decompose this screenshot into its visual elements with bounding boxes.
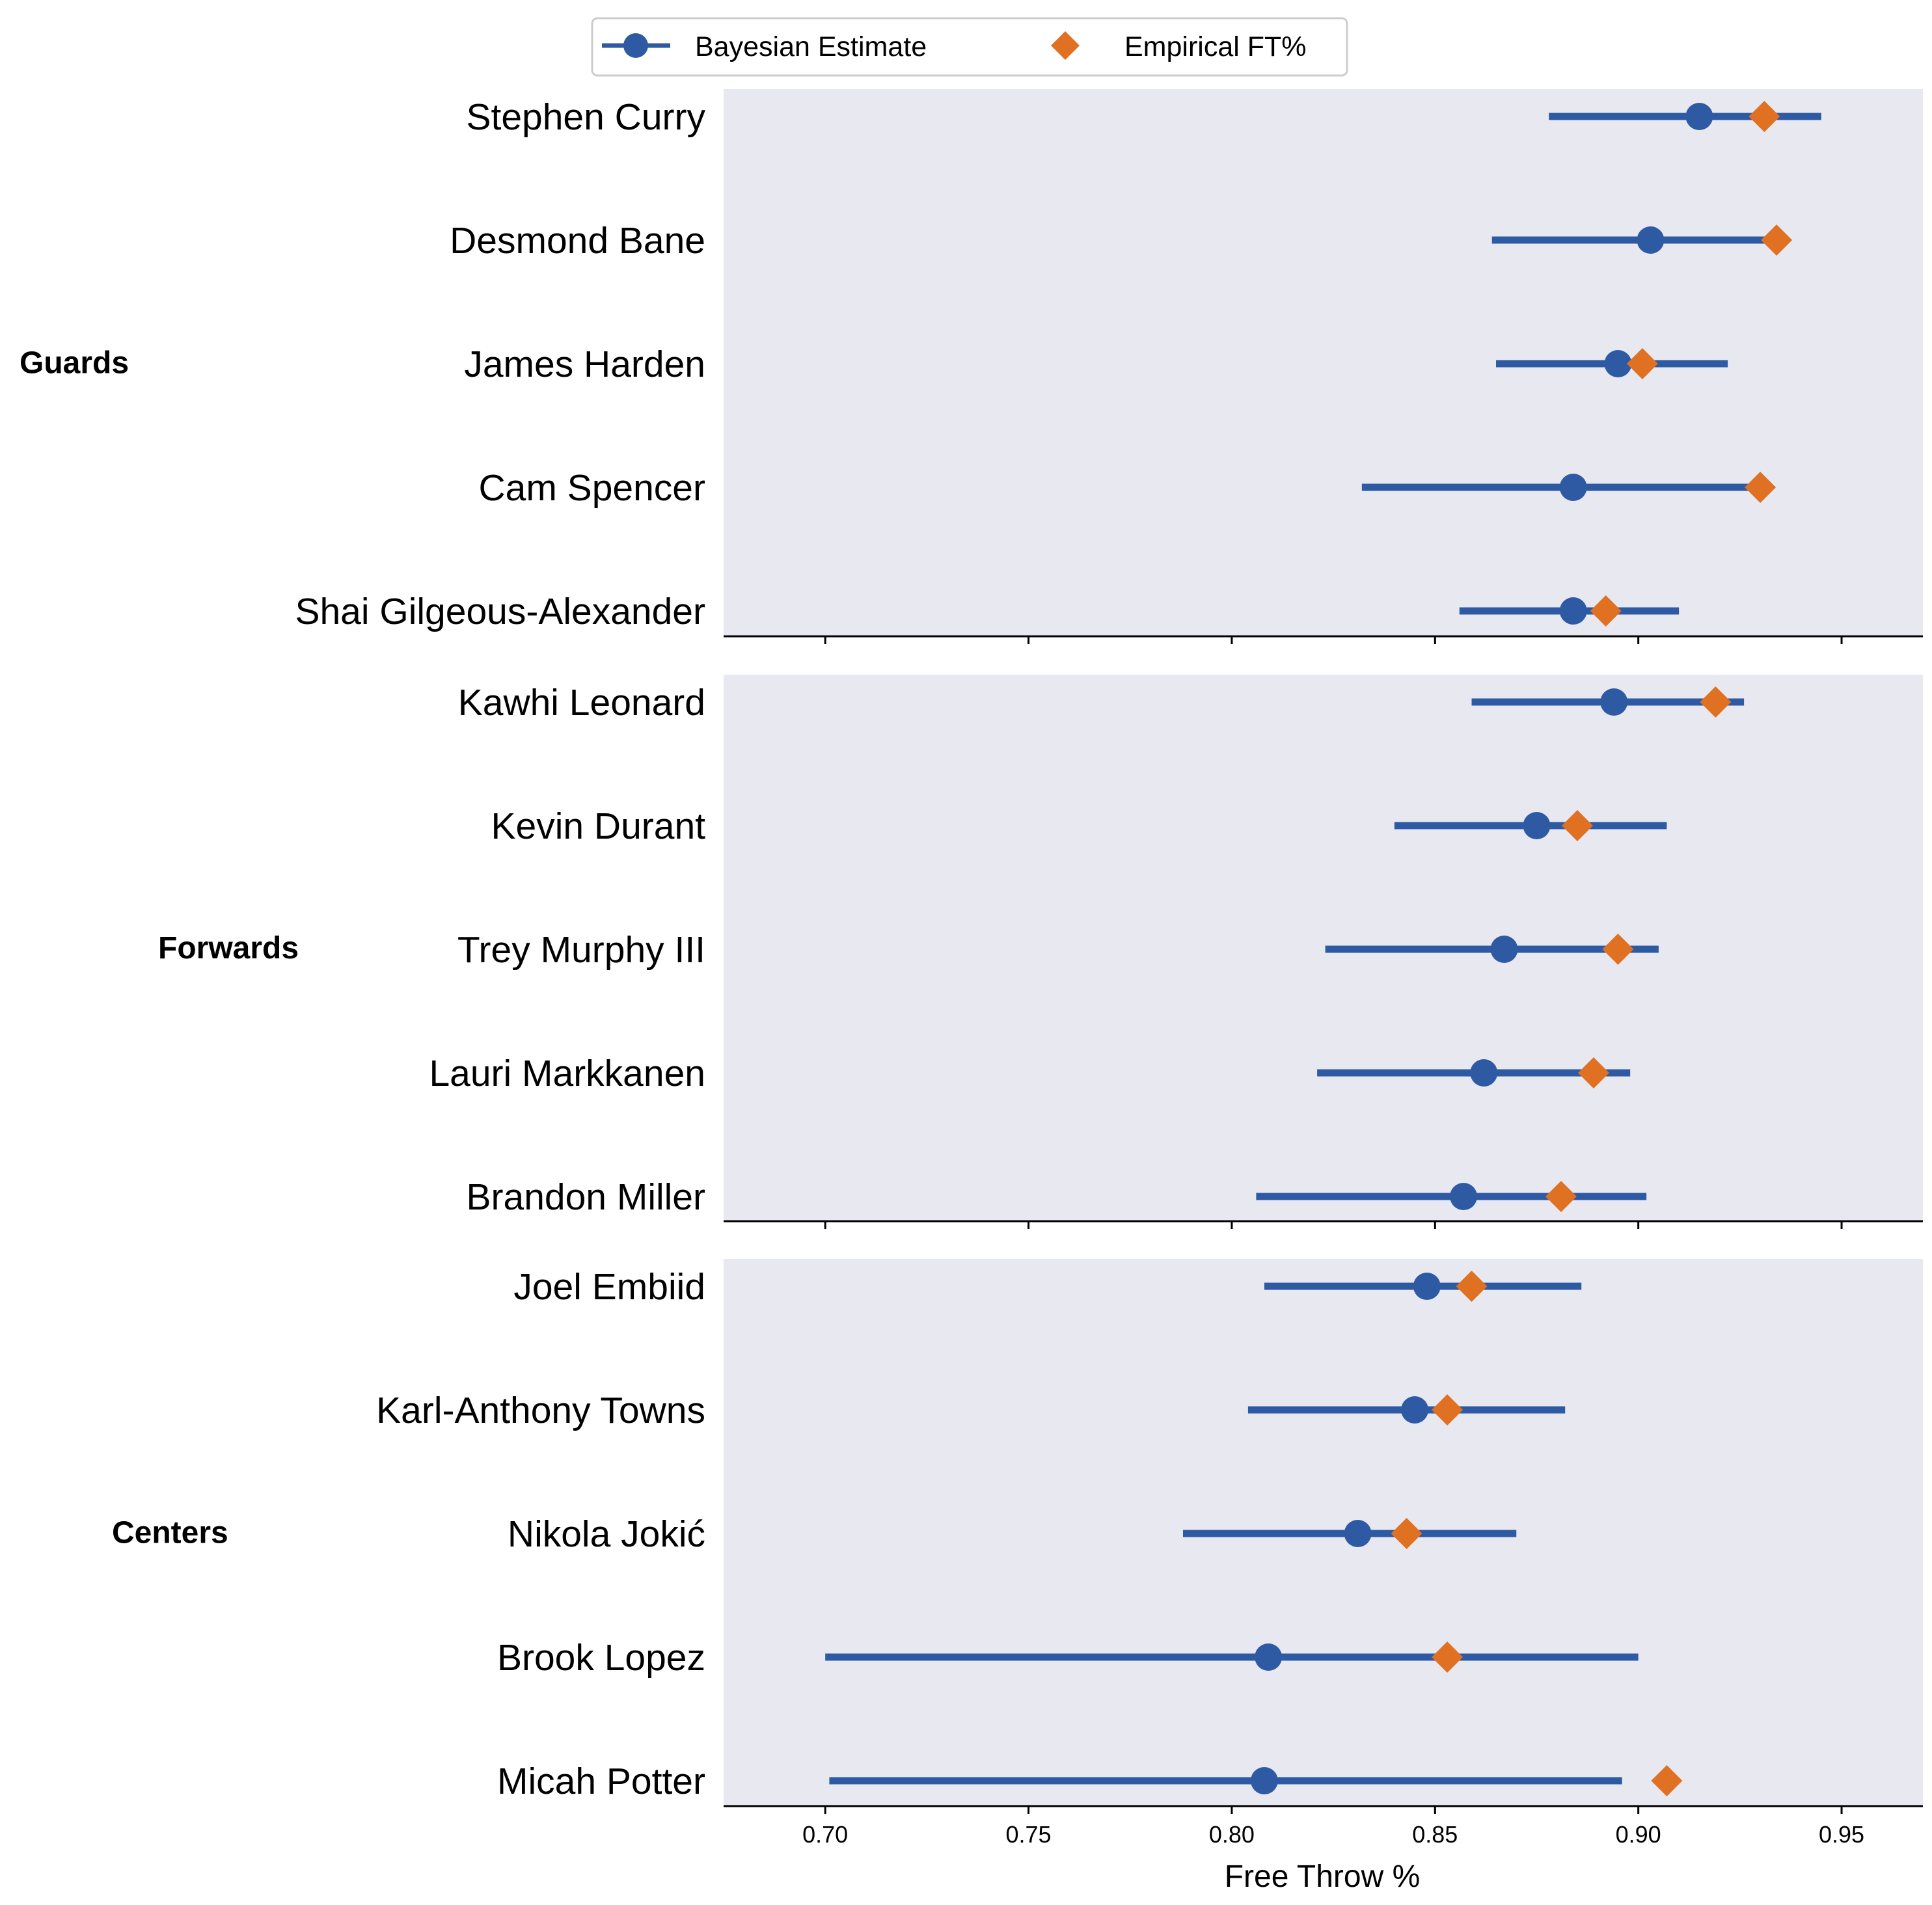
empirical-ft-point bbox=[1651, 1765, 1683, 1796]
player-label: Kawhi Leonard bbox=[458, 682, 705, 723]
bayesian-estimate-point bbox=[1637, 226, 1665, 254]
empirical-ft-point bbox=[1745, 472, 1776, 503]
x-tick-label: 0.70 bbox=[802, 1821, 848, 1848]
bayesian-estimate-point bbox=[1450, 1183, 1478, 1210]
panel-centers: Centers Joel Embiid Karl-Anthony Towns Niko… bbox=[112, 1259, 1923, 1814]
empirical-ft-point bbox=[1561, 810, 1593, 841]
empirical-ft-point bbox=[1432, 1642, 1463, 1673]
x-tick-label: 0.80 bbox=[1209, 1821, 1255, 1848]
group-label-guards: Guards bbox=[20, 346, 129, 381]
empirical-ft-point bbox=[1602, 934, 1634, 965]
legend-empirical-marker bbox=[1051, 31, 1080, 60]
player-label: Kevin Durant bbox=[491, 805, 705, 847]
legend: Bayesian Estimate Empirical FT% bbox=[591, 17, 1348, 77]
player-label: Nikola Jokić bbox=[508, 1513, 705, 1555]
panel-background bbox=[724, 675, 1923, 1221]
player-label: Karl-Anthony Towns bbox=[376, 1390, 705, 1431]
empirical-ft-point bbox=[1626, 348, 1658, 379]
x-tick-label: 0.85 bbox=[1412, 1821, 1458, 1848]
player-label: Shai Gilgeous-Alexander bbox=[295, 591, 705, 632]
bayesian-estimate-point bbox=[1344, 1520, 1372, 1547]
x-tick-label: 0.95 bbox=[1819, 1821, 1864, 1848]
player-label: Micah Potter bbox=[497, 1761, 705, 1802]
player-label: Desmond Bane bbox=[450, 220, 705, 262]
empirical-ft-point bbox=[1748, 101, 1780, 132]
legend-frame bbox=[591, 17, 1348, 77]
player-label: Stephen Curry bbox=[466, 96, 705, 138]
panel-forwards: Forwards Kawhi Leonard Kevin Durant Trey Mu… bbox=[158, 675, 1923, 1229]
group-label-centers: Centers bbox=[112, 1516, 228, 1550]
player-label: Cam Spencer bbox=[479, 467, 706, 509]
bayesian-estimate-point bbox=[1559, 597, 1587, 625]
legend-empirical-label: Empirical FT% bbox=[1124, 31, 1307, 62]
x-tick-label: 0.90 bbox=[1616, 1821, 1661, 1848]
empirical-ft-point bbox=[1700, 686, 1732, 718]
bayesian-estimate-point bbox=[1255, 1643, 1283, 1671]
x-axis-title: Free Throw % bbox=[1225, 1859, 1421, 1894]
player-label: Brandon Miller bbox=[467, 1176, 706, 1218]
empirical-ft-point bbox=[1761, 224, 1793, 256]
x-tick-label: 0.75 bbox=[1006, 1821, 1052, 1848]
player-label: James Harden bbox=[464, 344, 705, 385]
bayesian-estimate-point bbox=[1604, 350, 1632, 377]
bayesian-estimate-point bbox=[1559, 474, 1587, 501]
bayesian-estimate-point bbox=[1250, 1767, 1278, 1794]
empirical-ft-point bbox=[1432, 1394, 1463, 1425]
empirical-ft-point bbox=[1391, 1518, 1422, 1549]
empirical-ft-point bbox=[1590, 595, 1622, 627]
bayesian-estimate-point bbox=[1600, 688, 1628, 716]
bayesian-estimate-point bbox=[1401, 1396, 1429, 1424]
x-axis: 0.70 0.75 0.80 0.85 0.90 0.95 bbox=[802, 1821, 1864, 1848]
player-label: Brook Lopez bbox=[497, 1637, 705, 1679]
group-label-forwards: Forwards bbox=[158, 931, 299, 966]
player-label: Trey Murphy III bbox=[457, 929, 705, 971]
bayesian-estimate-point bbox=[1413, 1273, 1441, 1300]
player-label: Lauri Markkanen bbox=[429, 1053, 705, 1094]
bayesian-estimate-point bbox=[1490, 936, 1518, 963]
legend-bayesian-marker bbox=[623, 33, 648, 58]
empirical-ft-point bbox=[1456, 1271, 1488, 1302]
panel-guards: Guards Stephen Curry Desmond Bane James Har… bbox=[20, 89, 1923, 644]
panel-background bbox=[724, 89, 1923, 636]
bayesian-estimate-point bbox=[1523, 812, 1551, 839]
empirical-ft-point bbox=[1545, 1181, 1577, 1212]
bayesian-estimate-point bbox=[1685, 103, 1713, 130]
player-label: Joel Embiid bbox=[513, 1266, 705, 1308]
bayesian-estimate-point bbox=[1470, 1059, 1498, 1087]
panels: Guards Stephen Curry Desmond Bane James Har… bbox=[20, 89, 1923, 1814]
legend-bayesian-label: Bayesian Estimate bbox=[695, 31, 927, 62]
empirical-ft-point bbox=[1577, 1057, 1609, 1088]
